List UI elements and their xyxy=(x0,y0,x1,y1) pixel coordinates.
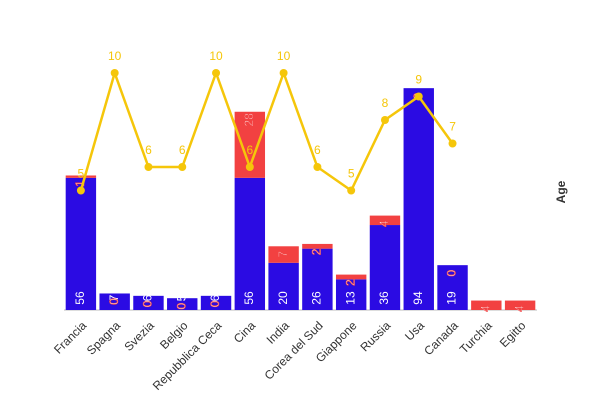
value-label: 4 xyxy=(377,220,391,227)
value-label: 4 xyxy=(478,305,492,312)
line-value-label: 6 xyxy=(314,143,321,157)
value-label: 13 xyxy=(343,291,357,305)
line-point xyxy=(76,186,85,195)
y2-axis-title: Age xyxy=(554,180,568,203)
line-point xyxy=(347,186,356,195)
line-point xyxy=(144,163,153,171)
value-label: 28 xyxy=(242,113,256,127)
value-label: 56 xyxy=(242,291,256,305)
bar-segment xyxy=(65,175,97,178)
value-label: 26 xyxy=(310,291,324,305)
line-value-label: 8 xyxy=(382,96,389,110)
line-value-label: 10 xyxy=(108,49,122,63)
value-label: 1 xyxy=(73,180,87,187)
value-label: 94 xyxy=(411,291,425,305)
bar-segment xyxy=(302,243,333,249)
bar-segment xyxy=(167,298,198,310)
line-point xyxy=(212,69,221,77)
line-value-label: 6 xyxy=(179,143,186,157)
line-point xyxy=(279,69,288,77)
bar-segment xyxy=(234,177,266,310)
x-tick-label: Russia xyxy=(357,318,393,354)
value-label: 0 xyxy=(478,294,492,301)
line-value-label: 9 xyxy=(415,73,422,87)
x-tick-label: Francia xyxy=(51,318,89,356)
bar-segment xyxy=(268,262,299,310)
value-label: 0 xyxy=(208,300,222,307)
bar-segment xyxy=(403,88,434,310)
line-value-label: 6 xyxy=(145,143,152,157)
value-label: 20 xyxy=(276,291,290,305)
x-tick-label: Usa xyxy=(402,318,427,343)
bar-segment xyxy=(65,177,97,310)
value-label: 2 xyxy=(310,248,324,255)
line-point xyxy=(448,139,457,148)
bar-segment xyxy=(369,225,401,310)
x-tick-label: Turchia xyxy=(457,318,495,356)
line-value-label: 5 xyxy=(78,167,85,181)
bar-segment xyxy=(335,279,367,310)
line-point xyxy=(178,163,187,171)
line-point xyxy=(414,92,423,101)
bar-segment xyxy=(268,246,299,263)
x-tick-label: India xyxy=(264,318,293,347)
bar-segment xyxy=(369,215,401,226)
value-label: 36 xyxy=(377,291,391,305)
line-value-label: 7 xyxy=(449,120,456,134)
value-label: 0 xyxy=(512,294,526,301)
value-label: 2 xyxy=(343,279,357,286)
line-point xyxy=(245,163,254,171)
x-tick-label: Egitto xyxy=(497,318,529,350)
line-value-label: 6 xyxy=(246,143,253,157)
line-value-label: 10 xyxy=(209,49,223,63)
line xyxy=(79,68,454,193)
line-point xyxy=(313,163,322,171)
bar-segment xyxy=(302,248,333,310)
bar-segment xyxy=(200,295,232,310)
value-label: 0 xyxy=(445,270,459,277)
value-label: 4 xyxy=(512,305,526,312)
value-label: 5 xyxy=(174,294,188,301)
bar-segment xyxy=(133,295,164,310)
bar-segment xyxy=(335,274,367,280)
line-value-label: 5 xyxy=(348,167,355,181)
value-label: 19 xyxy=(445,291,459,305)
x-tick-label: Spagna xyxy=(84,318,123,357)
x-tick-label: Cina xyxy=(231,318,259,346)
value-label: 0 xyxy=(141,300,155,307)
x-tick-label: Svezia xyxy=(121,318,157,354)
value-label: 7 xyxy=(107,294,121,301)
value-label: 7 xyxy=(276,251,290,258)
line-point xyxy=(380,116,389,124)
line-point xyxy=(110,69,119,77)
value-label: 0 xyxy=(107,298,121,305)
bar-segment xyxy=(99,293,130,310)
value-label: 6 xyxy=(208,294,222,301)
value-label: 56 xyxy=(73,291,87,305)
x-tick-label: Canada xyxy=(421,318,461,358)
line-value-label: 10 xyxy=(277,49,291,63)
bar-segment xyxy=(437,265,468,310)
bar-segment xyxy=(504,300,536,310)
value-label: 6 xyxy=(141,294,155,301)
value-label: 0 xyxy=(174,303,188,310)
bar-segment xyxy=(471,300,502,310)
